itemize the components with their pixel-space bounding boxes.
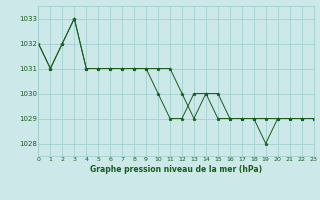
X-axis label: Graphe pression niveau de la mer (hPa): Graphe pression niveau de la mer (hPa): [90, 165, 262, 174]
